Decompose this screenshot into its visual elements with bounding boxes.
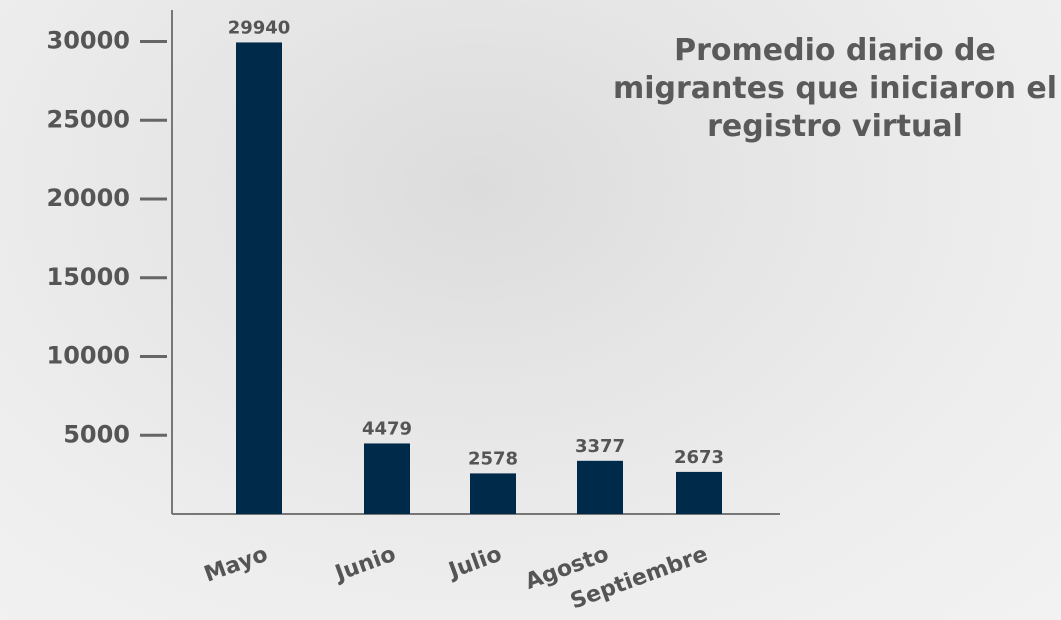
y-tick-label: 30000 — [47, 27, 131, 55]
bar — [577, 460, 623, 514]
bar — [364, 443, 410, 514]
y-tick-label: 15000 — [47, 263, 131, 291]
x-tick-label: Junio — [330, 542, 399, 587]
value-label: 4479 — [362, 418, 412, 439]
x-tick-label: Julio — [444, 542, 505, 585]
value-label: 3377 — [575, 436, 625, 457]
y-tick-label: 25000 — [47, 105, 131, 133]
y-tick-label: 20000 — [47, 184, 131, 212]
bar — [236, 42, 282, 514]
chart-title: Promedio diario de migrantes que iniciar… — [612, 33, 1058, 144]
bar — [676, 471, 722, 514]
x-tick-label: Mayo — [201, 542, 271, 588]
value-label: 2578 — [468, 448, 518, 469]
value-label: 29940 — [228, 17, 291, 38]
bar — [470, 473, 516, 514]
value-label: 2673 — [674, 447, 724, 468]
y-tick-label: 5000 — [63, 420, 130, 448]
y-tick-label: 10000 — [47, 342, 131, 370]
